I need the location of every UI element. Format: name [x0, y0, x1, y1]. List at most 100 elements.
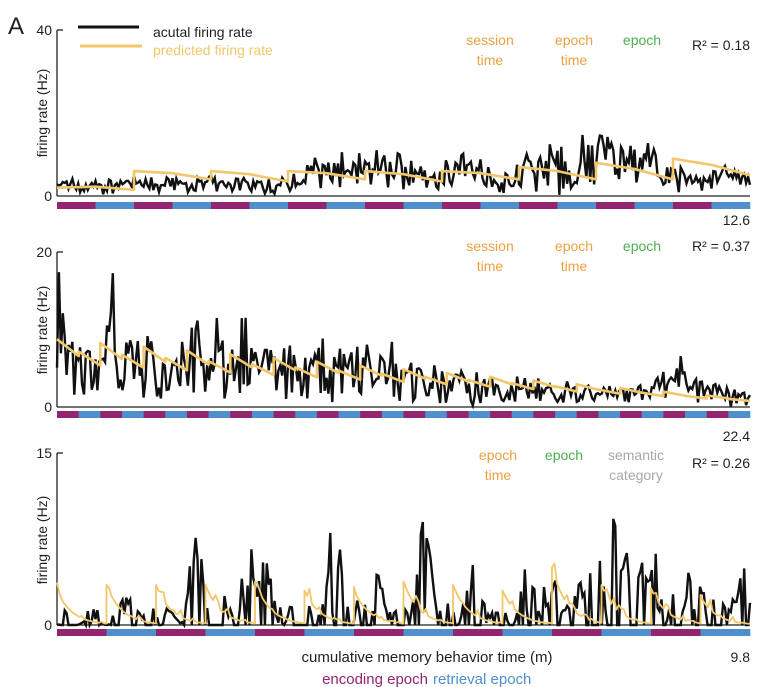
encoding-epoch-legend: encoding epoch — [322, 671, 428, 687]
predictor-label: time — [477, 52, 504, 68]
epoch-bar-retrieval — [711, 202, 751, 209]
predicted-firing-rate-line — [56, 338, 751, 403]
epoch-bar-retrieval — [641, 411, 664, 418]
epoch-bar-encoding — [255, 629, 305, 636]
y-tick-label-max: 20 — [36, 244, 52, 260]
epoch-bar-retrieval — [121, 411, 144, 418]
epoch-bar-retrieval — [338, 411, 361, 418]
x-end-label: 12.6 — [723, 212, 750, 228]
epoch-bar-encoding — [143, 411, 166, 418]
epoch-bar-encoding — [360, 411, 383, 418]
predictor-label: semantic — [608, 447, 664, 463]
epoch-bar-retrieval — [403, 202, 443, 209]
epoch-bar-retrieval — [555, 411, 578, 418]
epoch-bar-encoding — [442, 202, 481, 209]
predictor-label: epoch — [623, 238, 661, 254]
predicted-firing-rate-line — [56, 157, 751, 192]
epoch-bar-encoding — [453, 629, 503, 636]
epoch-bar-retrieval — [728, 411, 751, 418]
predictor-label: epoch — [623, 32, 661, 48]
legend-predicted-label: predicted firing rate — [153, 42, 273, 58]
epoch-bar-encoding — [663, 411, 686, 418]
predictor-label: time — [561, 52, 588, 68]
epoch-bar-encoding — [673, 202, 712, 209]
actual-firing-rate-line — [56, 518, 752, 629]
epoch-bar-encoding — [211, 202, 250, 209]
epoch-bar-encoding — [57, 411, 79, 418]
epoch-bar-encoding — [533, 411, 556, 418]
epoch-bar-encoding — [403, 411, 426, 418]
epoch-bar-encoding — [288, 202, 327, 209]
epoch-bar-retrieval — [557, 202, 597, 209]
epoch-bar-encoding — [100, 411, 123, 418]
epoch-bar-encoding — [365, 202, 404, 209]
epoch-bar-retrieval — [601, 629, 652, 636]
y-tick-label-0: 0 — [44, 617, 52, 633]
epoch-bar-encoding — [446, 411, 469, 418]
epoch-bar-retrieval — [700, 629, 751, 636]
epoch-bar-retrieval — [511, 411, 534, 418]
epoch-bar-encoding — [230, 411, 253, 418]
actual-firing-rate-line — [56, 134, 752, 197]
epoch-bar-retrieval — [251, 411, 274, 418]
epoch-bar-retrieval — [205, 629, 256, 636]
epoch-bar-retrieval — [381, 411, 404, 418]
epoch-bar-encoding — [57, 629, 107, 636]
epoch-bar-encoding — [354, 629, 404, 636]
y-axis-label: firing rate (Hz) — [34, 496, 50, 585]
panel-label: A — [8, 13, 24, 40]
epoch-bar-encoding — [273, 411, 296, 418]
r-squared-label: R² = 0.37 — [692, 238, 750, 254]
retrieval-epoch-legend: retrieval epoch — [433, 671, 531, 687]
epoch-bar-encoding — [620, 411, 643, 418]
epoch-bar-retrieval — [208, 411, 231, 418]
epoch-bar-encoding — [576, 411, 599, 418]
panel-3: 0 15 firing rate (Hz) epoch time epoch semanti… — [34, 445, 752, 665]
epoch-bar-retrieval — [634, 202, 674, 209]
predictor-label: session — [466, 32, 513, 48]
predictor-label: epoch — [555, 238, 593, 254]
epoch-bar-encoding — [316, 411, 339, 418]
epoch-bar-retrieval — [403, 629, 454, 636]
epoch-bar-encoding — [490, 411, 513, 418]
x-end-label: 9.8 — [731, 649, 751, 665]
epoch-bar-retrieval — [95, 202, 135, 209]
epoch-bar-encoding — [134, 202, 173, 209]
epoch-bar-encoding — [552, 629, 602, 636]
epoch-bar-retrieval — [78, 411, 101, 418]
predictor-label: time — [485, 467, 512, 483]
epoch-bar-retrieval — [480, 202, 520, 209]
epoch-bar-encoding — [706, 411, 729, 418]
epoch-bar-encoding — [519, 202, 558, 209]
y-axis-label: firing rate (Hz) — [34, 69, 50, 158]
epoch-bar-retrieval — [249, 202, 289, 209]
legend-actual-label: acutal firing rate — [153, 24, 253, 40]
epoch-bar-retrieval — [295, 411, 318, 418]
epoch-bar-retrieval — [468, 411, 491, 418]
predictor-label: epoch — [479, 447, 517, 463]
epoch-bar-retrieval — [425, 411, 448, 418]
epoch-bar-encoding — [156, 629, 206, 636]
panel-1: 0 40 firing rate (Hz) session time epoch time e… — [34, 22, 752, 228]
epoch-bar-retrieval — [172, 202, 212, 209]
epoch-bar-encoding — [596, 202, 635, 209]
predictor-label: session — [466, 238, 513, 254]
epoch-bar-retrieval — [165, 411, 188, 418]
epoch-bar-retrieval — [598, 411, 621, 418]
predictor-label: epoch — [555, 32, 593, 48]
epoch-bar-retrieval — [502, 629, 553, 636]
epoch-bar-encoding — [651, 629, 701, 636]
predictor-label: category — [609, 467, 663, 483]
epoch-bar-retrieval — [106, 629, 157, 636]
predicted-firing-rate-line — [56, 562, 751, 625]
r-squared-label: R² = 0.18 — [692, 37, 750, 53]
y-tick-label-0: 0 — [44, 399, 52, 415]
epoch-bar-encoding — [186, 411, 209, 418]
r-squared-label: R² = 0.26 — [692, 455, 750, 471]
predictor-label: epoch — [545, 447, 583, 463]
epoch-bar-encoding — [57, 202, 96, 209]
epoch-bar-retrieval — [304, 629, 355, 636]
x-end-label: 22.4 — [723, 428, 750, 444]
panel-2: 0 20 firing rate (Hz) session time epoch time e… — [34, 238, 752, 444]
y-tick-label-max: 15 — [36, 445, 52, 461]
